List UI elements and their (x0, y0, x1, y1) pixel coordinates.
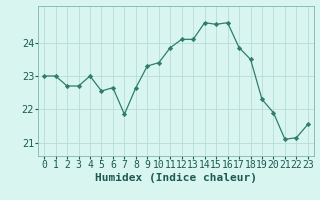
X-axis label: Humidex (Indice chaleur): Humidex (Indice chaleur) (95, 173, 257, 183)
